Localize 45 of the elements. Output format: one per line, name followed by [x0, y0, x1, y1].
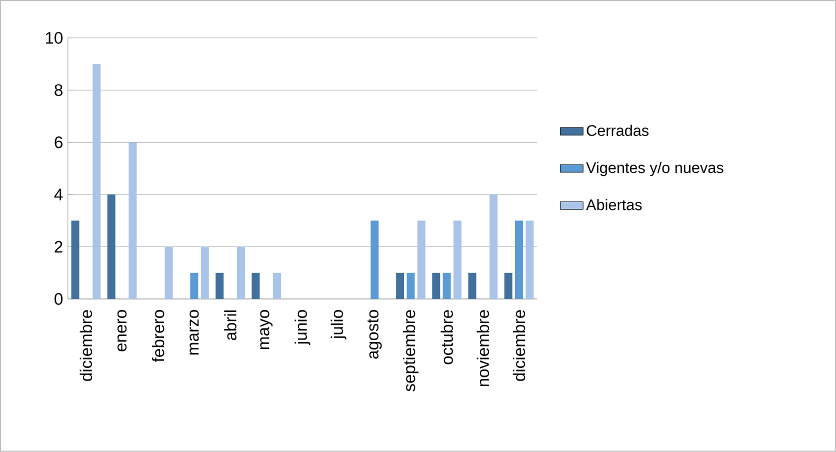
bar	[71, 220, 80, 300]
x-tick-label: octubre	[440, 310, 453, 364]
y-tick-label: 0	[54, 293, 63, 305]
bar	[252, 272, 260, 300]
bar	[406, 272, 415, 300]
y-tick-label: 2	[54, 240, 62, 253]
x-tick-label: enero	[117, 310, 127, 352]
bar	[468, 272, 476, 300]
bar	[432, 272, 440, 300]
bar	[514, 220, 523, 300]
bar	[236, 246, 245, 300]
bar	[273, 272, 282, 300]
legend-label: Abiertas	[586, 199, 642, 210]
y-tick-label: 4	[54, 188, 63, 200]
y-tick-label: 10	[46, 32, 63, 44]
legend-label: Cerradas	[586, 124, 649, 136]
bar	[92, 64, 101, 300]
x-tick-label: mayo	[260, 310, 273, 350]
legend-label: Vigentes y/o nuevas	[586, 162, 724, 176]
bar	[453, 220, 462, 300]
x-tick-label: diciembre	[512, 310, 526, 381]
y-tick-label: 8	[54, 84, 62, 96]
bar	[490, 194, 498, 300]
bar	[442, 272, 451, 300]
x-tick-label: marzo	[190, 310, 199, 355]
bar	[504, 272, 512, 300]
bar	[396, 272, 404, 300]
bar	[128, 142, 137, 300]
bar	[526, 220, 534, 300]
x-tick-label: junio	[294, 310, 310, 346]
x-tick-label: abril	[224, 310, 236, 340]
bar	[417, 220, 426, 300]
x-tick-label: julio	[330, 310, 346, 340]
bar	[370, 220, 379, 300]
bar	[164, 246, 173, 300]
bar	[200, 246, 209, 300]
bar	[190, 272, 198, 300]
y-tick-label: 6	[54, 136, 62, 148]
x-tick-label: noviembre	[476, 310, 490, 386]
bar	[107, 194, 116, 300]
x-tick-label: septiembre	[402, 310, 418, 392]
x-tick-label: agosto	[368, 310, 382, 359]
x-tick-label: diciembre	[80, 310, 92, 381]
x-tick-label: febrero	[152, 310, 164, 362]
bar	[216, 272, 224, 300]
